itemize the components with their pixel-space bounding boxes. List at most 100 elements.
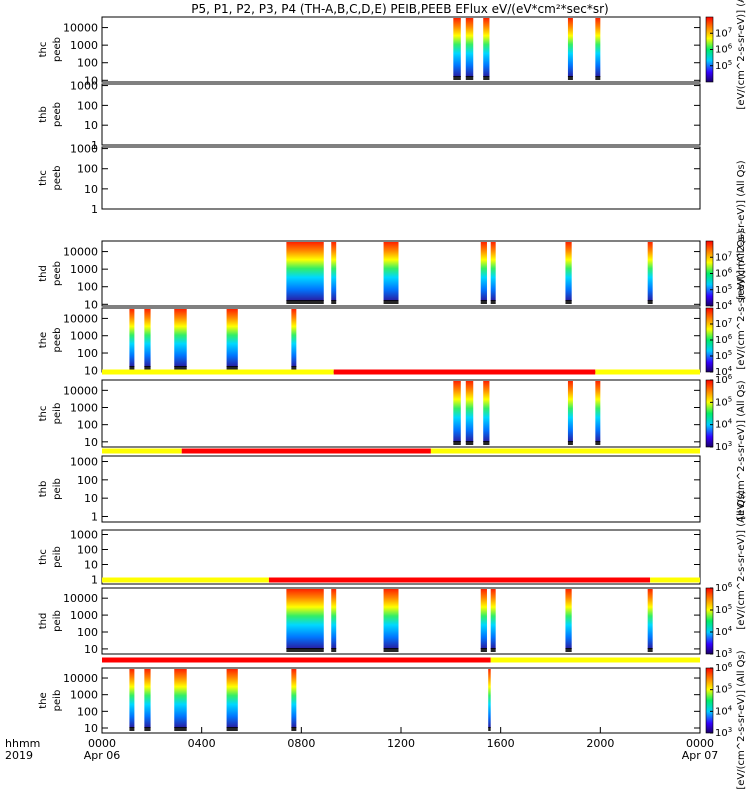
data-burst: [129, 669, 135, 728]
y-tick-label: 100: [77, 544, 98, 557]
time-tick-label: 1200: [387, 737, 415, 750]
data-burst: [129, 309, 135, 367]
y-tick-label: 1: [91, 139, 98, 152]
mode-bar-segment: [102, 369, 334, 375]
panel-label: peeb: [52, 261, 63, 286]
colorbar-tick-label: 107: [715, 26, 732, 39]
y-tick-label: 100: [77, 419, 98, 432]
y-tick-label: 10: [84, 298, 98, 311]
colorbar-unit-label: [eV/(cm^2-s-sr-eV)] (All Qs): [736, 380, 747, 519]
colorbar-tick-label: 106: [715, 581, 733, 594]
burst-low-energy-edge: [465, 441, 474, 445]
colorbar-tick-label: 104: [715, 418, 733, 431]
mode-bar-segment: [102, 577, 269, 583]
y-tick-label: 1000: [70, 529, 98, 542]
burst-low-energy-edge: [286, 300, 324, 304]
burst-low-energy-edge: [144, 727, 151, 731]
burst-low-energy-edge: [453, 441, 461, 445]
panel-label: thd: [38, 265, 49, 282]
colorbar-unit-label: [eV/(cm^2-s-sr-eV)] (All Qs): [736, 230, 747, 369]
y-tick-label: 10: [84, 119, 98, 132]
colorbar-tick-label: 105: [715, 683, 732, 696]
colorbar-unit-label: [eV/(cm^2-s-sr-eV)] (All Qs): [736, 650, 747, 789]
panel-label: thd: [38, 613, 49, 630]
panel-thd-peib: 10 100 1000 10000 thd peib 103 104 105 106: [38, 577, 733, 660]
data-burst: [567, 18, 573, 77]
burst-low-energy-edge: [331, 648, 337, 652]
colorbar-tick-label: 103: [715, 726, 732, 739]
y-tick-label: 1000: [70, 609, 98, 622]
y-tick-label: 1000: [70, 80, 98, 93]
colorbar-tick-label: 107: [715, 250, 732, 263]
data-burst: [291, 309, 297, 367]
burst-low-energy-edge: [480, 300, 487, 304]
y-tick-label: 10: [84, 183, 98, 196]
colorbar-tick-label: 105: [715, 283, 732, 296]
burst-low-energy-edge: [647, 300, 653, 304]
panel-label: thb: [38, 481, 49, 498]
time-axis-row-label: hhmm: [5, 737, 40, 750]
panel-label: peib: [52, 546, 63, 568]
time-tick-label: 0800: [287, 737, 315, 750]
data-burst: [488, 669, 491, 728]
burst-low-energy-edge: [226, 366, 238, 370]
time-tick-label: 0400: [188, 737, 216, 750]
data-burst: [490, 589, 496, 649]
data-burst: [565, 589, 572, 649]
panel-thc-peib: 10 100 1000 10000 thc peib 103 104 105 106: [38, 369, 733, 453]
data-burst: [331, 589, 337, 649]
data-burst: [483, 18, 490, 77]
data-burst: [174, 669, 187, 728]
colorbar-tick-label: 104: [715, 704, 733, 717]
mode-bar-segment: [595, 369, 700, 375]
panel-label: peeb: [52, 102, 63, 127]
colorbar-tick-label: 105: [715, 349, 732, 362]
panel-label: the: [38, 332, 49, 348]
burst-low-energy-edge: [453, 76, 461, 80]
data-burst: [331, 242, 337, 301]
panel-label: peeb: [52, 328, 63, 353]
panel-thc-peeb: 10 100 1000 10000 thc peeb 105 106 107: [38, 16, 733, 87]
panel-frame: [101, 587, 701, 655]
panel-frame: [101, 307, 701, 373]
mode-bar-segment: [333, 369, 596, 375]
burst-low-energy-edge: [647, 648, 653, 652]
burst-low-energy-edge: [483, 441, 490, 445]
colorbar-tick-label: 107: [715, 317, 732, 330]
colorbar: [705, 587, 714, 655]
panel-label: the: [38, 692, 49, 708]
mode-bar-segment: [102, 657, 491, 663]
y-tick-label: 10: [84, 643, 98, 656]
panel-frame: [101, 146, 701, 210]
burst-low-energy-edge: [174, 366, 187, 370]
mode-bar-segment: [430, 448, 700, 454]
y-tick-label: 1000: [70, 402, 98, 415]
y-tick-label: 10: [84, 74, 98, 87]
data-burst: [291, 669, 297, 728]
y-tick-label: 100: [77, 163, 98, 176]
burst-low-energy-edge: [383, 648, 399, 652]
colorbar-tick-label: 103: [715, 440, 732, 453]
data-burst: [567, 381, 573, 442]
panel-frame: [101, 529, 701, 585]
data-burst: [647, 589, 653, 649]
data-burst: [565, 242, 572, 301]
time-tick-label: 1600: [487, 737, 515, 750]
panel-label: peib: [52, 478, 63, 500]
mode-bar-segment: [268, 577, 651, 583]
y-tick-label: 10: [84, 492, 98, 505]
burst-low-energy-edge: [291, 727, 297, 731]
y-tick-label: 100: [77, 57, 98, 70]
colorbar-tick-label: 106: [715, 267, 733, 280]
panel-the-peib: 10 100 1000 10000 the peib 103 104 105 106: [38, 657, 733, 739]
y-tick-label: 1000: [70, 689, 98, 702]
burst-low-energy-edge: [383, 300, 399, 304]
y-tick-label: 1: [91, 510, 98, 523]
mode-bar-segment: [490, 657, 700, 663]
mode-bar-segment: [650, 577, 700, 583]
panel-label: peeb: [52, 37, 63, 62]
y-tick-label: 10000: [63, 384, 98, 397]
data-burst: [144, 669, 151, 728]
colorbar-tick-label: 106: [715, 373, 733, 386]
